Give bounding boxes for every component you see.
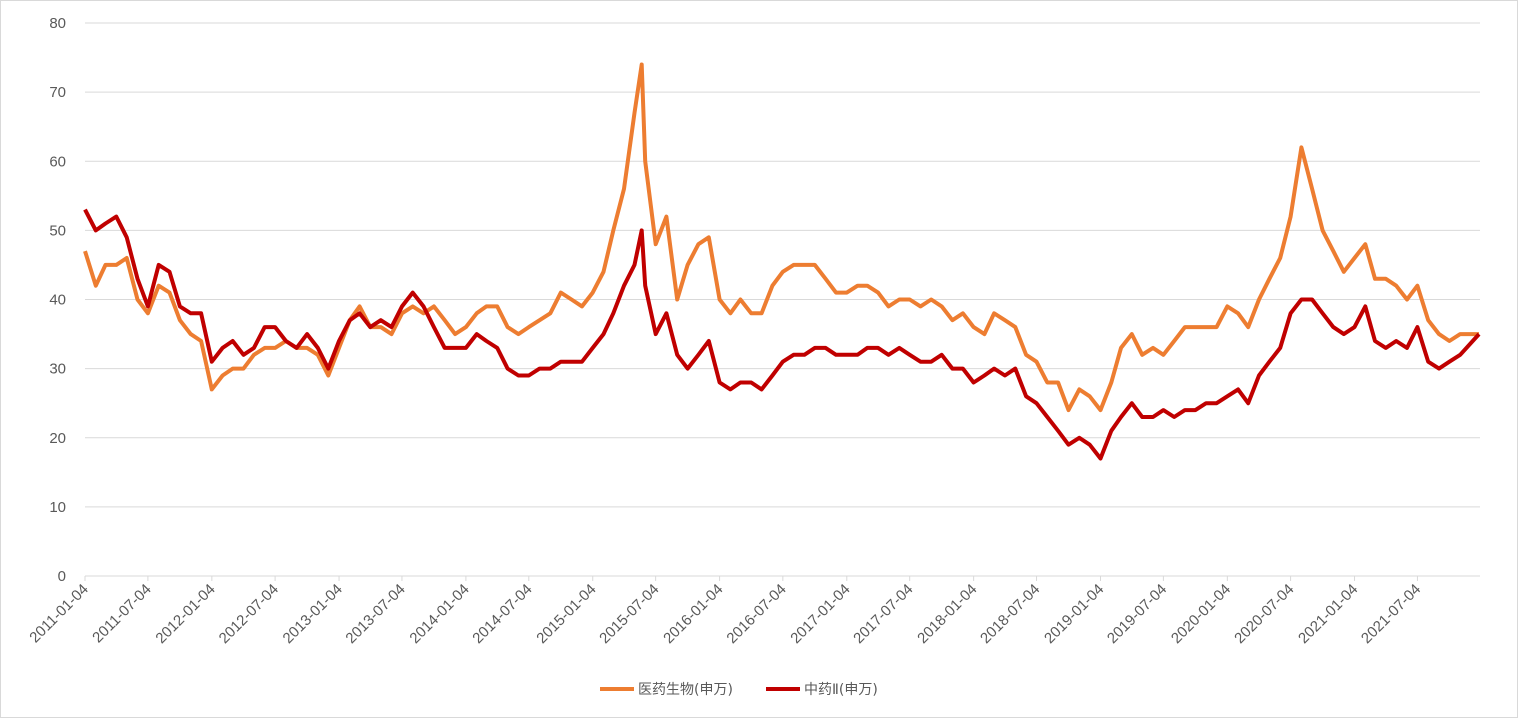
y-tick-label: 60 — [49, 153, 66, 170]
y-tick-label: 30 — [49, 361, 66, 378]
legend-label: 中药Ⅱ(申万) — [804, 682, 878, 698]
y-tick-label: 80 — [49, 15, 66, 32]
line-series — [83, 208, 1481, 461]
line-series — [83, 62, 1479, 413]
legend-label: 医药生物(申万) — [638, 682, 733, 698]
y-tick-label: 40 — [49, 292, 66, 309]
y-tick-label: 20 — [49, 430, 66, 447]
y-tick-label: 70 — [49, 84, 66, 101]
y-tick-label: 50 — [49, 222, 66, 239]
y-tick-label: 10 — [49, 499, 66, 516]
y-tick-label: 0 — [58, 568, 66, 585]
